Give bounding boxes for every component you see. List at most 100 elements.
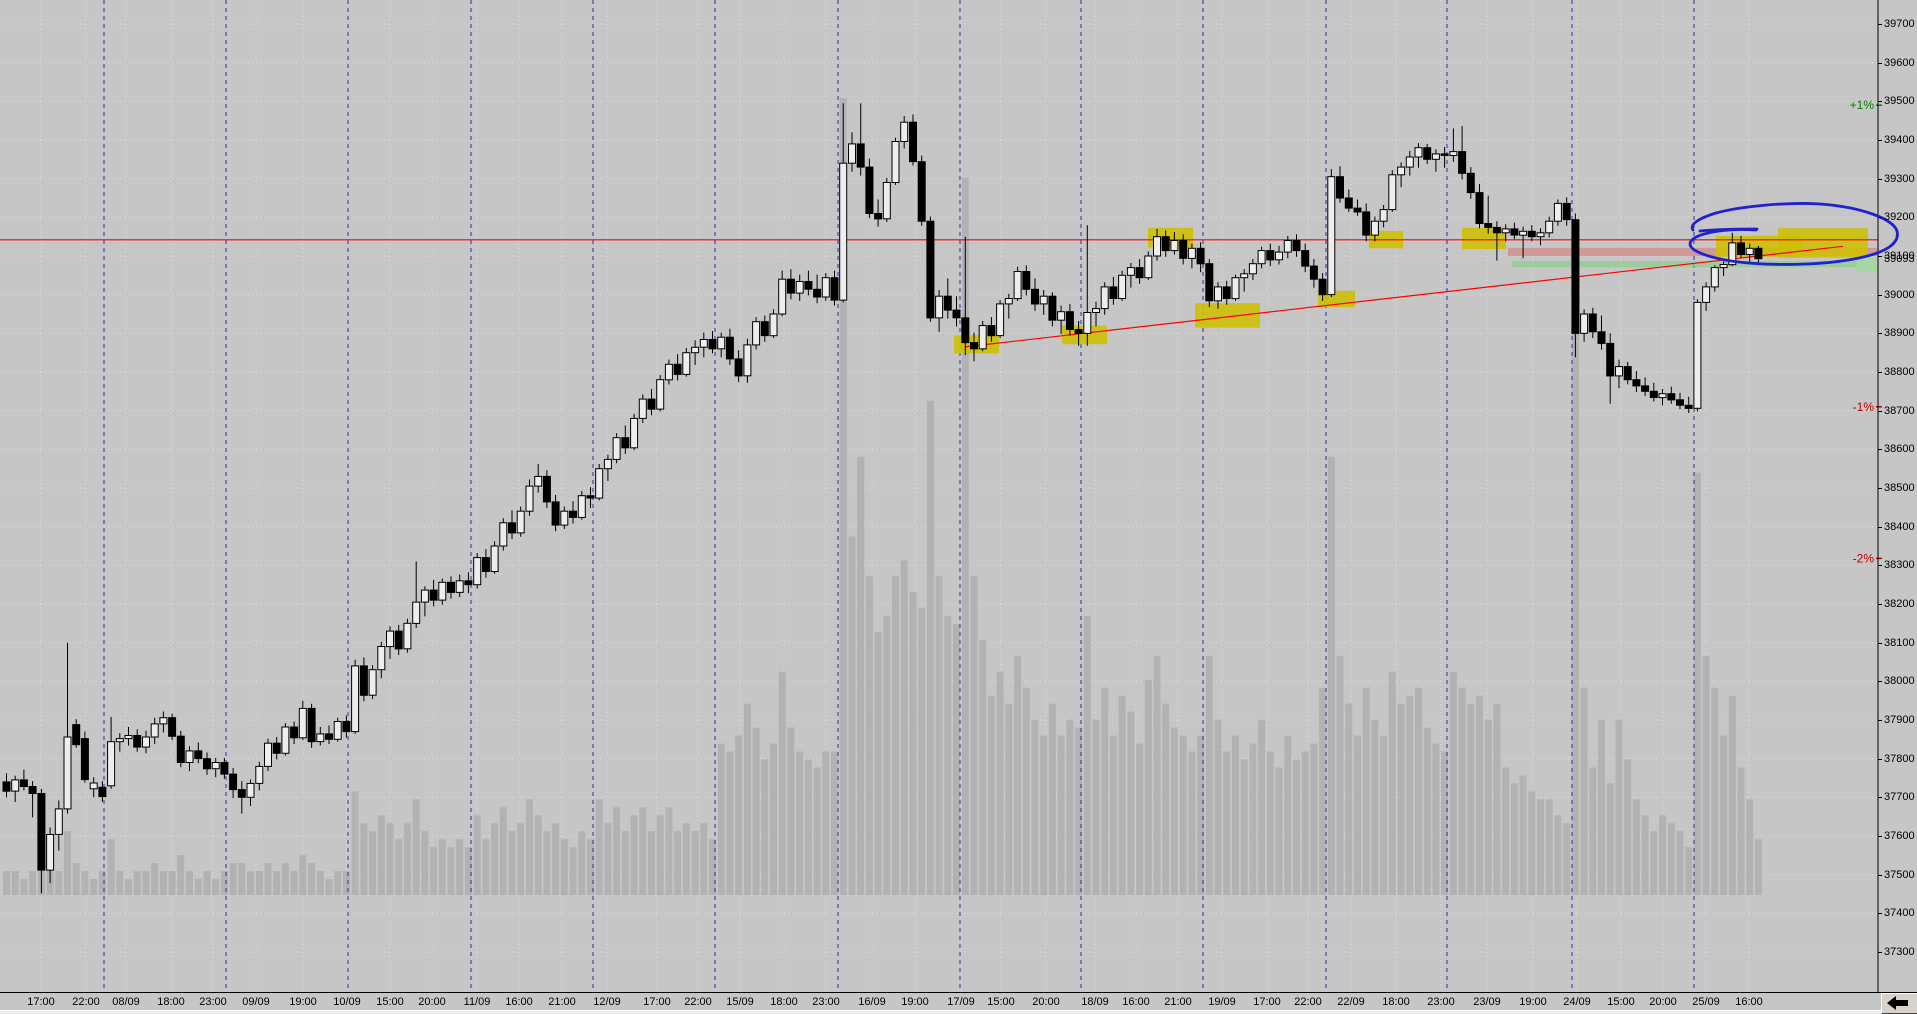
price-label: 38900 (1884, 327, 1915, 340)
candle (1641, 385, 1650, 392)
candle (168, 717, 177, 737)
time-label: 25/09 (1692, 996, 1720, 1008)
time-label: 19/09 (1208, 996, 1236, 1008)
candle (612, 437, 621, 460)
candle (734, 358, 743, 377)
price-tick (1878, 720, 1882, 721)
bottom-strip (0, 1010, 1917, 1014)
candle (1414, 147, 1423, 158)
candle (107, 741, 116, 787)
candle (1466, 172, 1475, 194)
candle (473, 557, 482, 586)
price-tick (1878, 410, 1882, 412)
candle (290, 726, 299, 739)
candle (577, 495, 586, 518)
scroll-left-button[interactable] (1881, 993, 1917, 1014)
candle (1196, 247, 1205, 265)
price-label: 38300 (1884, 559, 1915, 572)
candle (1501, 228, 1510, 234)
candle (1527, 230, 1536, 238)
candle (621, 437, 630, 449)
candle (943, 295, 952, 311)
price-label: 39500 (1884, 95, 1915, 108)
candle (89, 782, 98, 790)
candle (1684, 404, 1693, 409)
price-tick (1878, 488, 1882, 489)
time-label: 18:00 (1382, 996, 1410, 1008)
trendline[interactable] (964, 245, 1844, 348)
price-label: 39400 (1884, 134, 1915, 146)
price-axis[interactable]: 39700 39600 39500 39400 39300 39200 39100 39000… (1878, 0, 1917, 992)
candle (795, 281, 804, 294)
candle (1562, 202, 1571, 221)
chart-plot-area[interactable]: +1% -1% -2% (0, 0, 1917, 992)
candle (1004, 298, 1013, 305)
candle (19, 779, 28, 788)
candle (246, 782, 255, 798)
candle (752, 321, 761, 346)
price-label: 38800 (1884, 366, 1915, 378)
price-label: 37500 (1884, 868, 1915, 881)
candle (351, 665, 360, 733)
time-label: 23:00 (1427, 996, 1455, 1008)
candle (1144, 255, 1153, 279)
candle (342, 721, 351, 733)
price-label: 38600 (1884, 443, 1915, 456)
price-tick (1878, 565, 1882, 567)
time-label: 16:00 (1122, 996, 1150, 1008)
price-tick (1878, 372, 1882, 373)
price-label: 38400 (1884, 520, 1915, 533)
price-tick (1878, 256, 1882, 257)
candle (1336, 176, 1344, 199)
candle (874, 213, 883, 220)
candle (534, 475, 543, 487)
candle (1623, 366, 1632, 381)
candle (1161, 236, 1170, 252)
candle (839, 162, 848, 301)
drawn-ellipse-annotation[interactable] (1688, 202, 1899, 266)
candle (1405, 156, 1414, 168)
candle (133, 735, 142, 748)
candle (394, 630, 403, 650)
candle (1205, 263, 1214, 302)
candle (281, 726, 290, 754)
time-axis[interactable]: 17:00 22:00 08/09 18:00 23:00 09/09 19:00 10/09… (0, 992, 1917, 1014)
candle (856, 143, 865, 168)
candle (1693, 301, 1702, 409)
candle (682, 352, 691, 375)
price-tick (1878, 333, 1882, 335)
candle (664, 363, 673, 381)
candle (1283, 240, 1292, 253)
candle (1588, 313, 1597, 333)
percent-label: -2% (1853, 551, 1875, 565)
candle (1458, 151, 1467, 174)
price-label: 37600 (1884, 830, 1915, 842)
price-tick (1878, 758, 1882, 760)
time-label: 19:00 (289, 996, 317, 1008)
candle (438, 581, 447, 601)
candle (1118, 274, 1127, 299)
candle (1484, 223, 1493, 228)
price-tick (1878, 217, 1882, 219)
candle (142, 736, 150, 748)
price-label: 37800 (1884, 752, 1915, 765)
time-label: 16:00 (1735, 996, 1763, 1008)
candle (203, 758, 211, 770)
candle (420, 589, 429, 603)
candle (1153, 236, 1161, 257)
candle (1553, 202, 1562, 222)
candle (691, 346, 700, 354)
candle (1719, 264, 1728, 269)
candle (1362, 211, 1371, 236)
candle (1257, 250, 1266, 265)
time-label: 08/09 (112, 996, 140, 1008)
price-label: 37300 (1884, 946, 1915, 958)
candle (1440, 153, 1449, 156)
candle (412, 601, 421, 624)
time-label: 17:00 (1253, 996, 1281, 1008)
candle (1536, 232, 1545, 238)
time-label: 21:00 (548, 996, 576, 1008)
price-tick (1878, 62, 1882, 64)
candle (298, 707, 307, 739)
